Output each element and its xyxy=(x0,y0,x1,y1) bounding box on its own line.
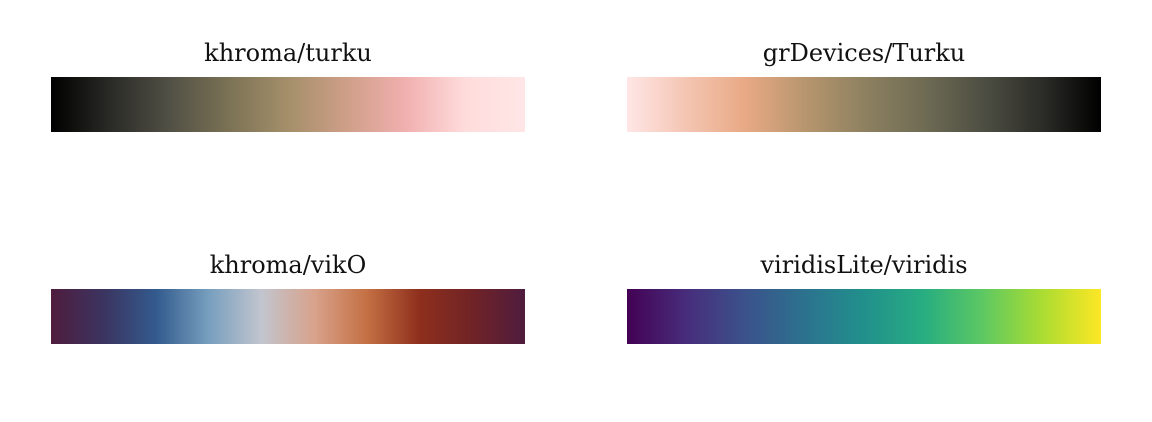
palette-title: khroma/vikO xyxy=(209,251,367,279)
palette-panel-khroma-viko: khroma/vikO xyxy=(51,249,525,344)
palette-panel-grdevices-turku: grDevices/Turku xyxy=(627,37,1101,132)
palette-panel-khroma-turku: khroma/turku xyxy=(51,37,525,132)
palette-title: khroma/turku xyxy=(204,39,372,67)
palette-gradient-bar xyxy=(51,289,525,344)
palette-gradient-bar xyxy=(627,289,1101,344)
palette-panel-viridislite-viridis: viridisLite/viridis xyxy=(627,249,1101,344)
palette-gradient-bar xyxy=(51,77,525,132)
palette-title: viridisLite/viridis xyxy=(760,251,968,279)
palette-gradient-bar xyxy=(627,77,1101,132)
palette-title: grDevices/Turku xyxy=(762,39,966,67)
